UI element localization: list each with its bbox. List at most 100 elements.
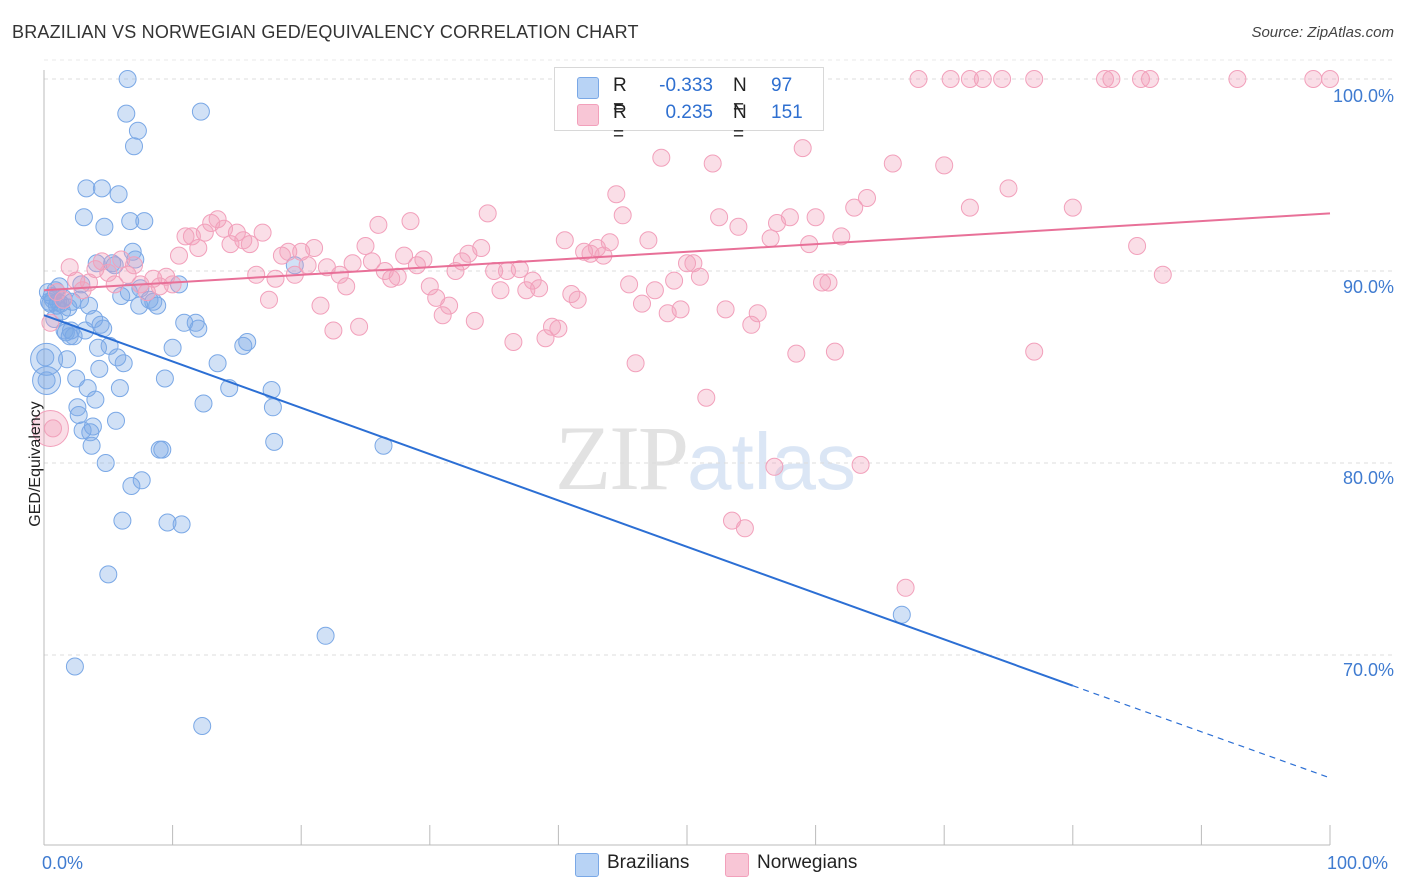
point-norwegians-80 <box>549 319 568 338</box>
point-norwegians-99 <box>671 300 690 319</box>
point-brazilians-90 <box>263 398 282 417</box>
point-norwegians-large <box>31 409 69 447</box>
point-norwegians-63 <box>440 296 459 315</box>
point-brazilians-64 <box>128 121 147 140</box>
point-brazilians-83 <box>193 717 212 735</box>
legend-swatch-norwegians <box>577 104 599 126</box>
point-norwegians-146 <box>1025 70 1044 88</box>
point-brazilians-large-a <box>30 342 64 376</box>
point-brazilians-41 <box>92 179 111 198</box>
point-norwegians-13 <box>118 265 137 284</box>
trend-line-brazilians-extension <box>1072 685 1331 779</box>
point-norwegians-93 <box>633 294 651 313</box>
point-brazilians-44 <box>96 454 115 472</box>
point-brazilians-45 <box>99 565 118 584</box>
point-norwegians-81 <box>555 231 574 250</box>
point-norwegians-89 <box>607 185 626 204</box>
point-brazilians-75 <box>158 513 177 532</box>
legend-r-label: R = <box>613 102 627 145</box>
legend-n-value: 97 <box>771 75 793 96</box>
chart-title: BRAZILIAN VS NORWEGIAN GED/EQUIVALENCY C… <box>12 22 639 42</box>
point-brazilians-74 <box>155 369 174 388</box>
point-norwegians-109 <box>735 519 754 538</box>
point-brazilians-22 <box>68 398 87 417</box>
point-norwegians-76 <box>523 271 542 290</box>
point-brazilians-17 <box>60 327 79 346</box>
point-norwegians-100 <box>678 254 696 273</box>
x-tick-label-min: 0.0% <box>42 853 84 873</box>
point-norwegians-128 <box>909 70 928 88</box>
chart-source: Source: ZipAtlas.com <box>1251 24 1394 41</box>
point-norwegians-122 <box>819 273 838 292</box>
point-brazilians-78 <box>172 515 191 534</box>
point-norwegians-134 <box>1102 70 1121 88</box>
point-norwegians-19 <box>157 267 176 286</box>
legend-n-value: 151 <box>771 102 803 123</box>
point-norwegians-83 <box>568 290 587 309</box>
point-norwegians-144 <box>973 70 992 88</box>
legend-n-label: N = <box>733 75 747 118</box>
legend-r-label: R = <box>613 75 627 118</box>
y-tick-label-90: 90.0% <box>1342 277 1394 297</box>
point-norwegians-150 <box>765 457 784 476</box>
series-swatch-brazilians <box>575 853 599 877</box>
point-norwegians-34 <box>253 223 272 242</box>
point-brazilians-93 <box>316 626 335 645</box>
point-norwegians-108 <box>729 217 748 236</box>
point-norwegians-106 <box>716 300 735 319</box>
point-norwegians-43 <box>311 296 330 315</box>
point-norwegians-41 <box>298 256 317 275</box>
point-brazilians-54 <box>113 511 132 530</box>
point-norwegians-96 <box>652 148 671 167</box>
point-brazilians-95 <box>892 605 911 624</box>
point-norwegians-24 <box>189 239 208 257</box>
point-norwegians-73 <box>504 333 523 351</box>
point-norwegians-120 <box>806 208 825 227</box>
point-brazilians-33 <box>82 436 101 455</box>
point-brazilians-34 <box>83 417 102 436</box>
point-norwegians-11 <box>105 275 124 294</box>
series-swatch-norwegians <box>725 853 749 877</box>
point-brazilians-57 <box>118 70 137 88</box>
point-brazilians-19 <box>63 292 82 311</box>
point-norwegians-104 <box>703 154 722 173</box>
point-norwegians-36 <box>266 269 285 288</box>
y-axis-title: GED/Equivalency <box>27 401 44 527</box>
point-norwegians-125 <box>845 198 864 217</box>
point-norwegians-111 <box>748 304 767 323</box>
point-norwegians-50 <box>356 237 375 255</box>
point-brazilians-71 <box>148 296 167 315</box>
point-norwegians-6 <box>73 281 92 300</box>
point-brazilians-88 <box>238 333 257 351</box>
legend-swatch-brazilians <box>577 77 599 99</box>
point-norwegians-35 <box>260 290 278 309</box>
y-tick-label-80: 80.0% <box>1342 468 1394 488</box>
point-norwegians-79 <box>543 317 561 336</box>
point-norwegians-20 <box>163 275 182 294</box>
point-norwegians-132 <box>1025 342 1044 361</box>
point-norwegians-123 <box>825 342 844 361</box>
point-norwegians-10 <box>99 263 118 282</box>
watermark: ZIPatlas <box>555 405 856 511</box>
point-brazilians-62 <box>125 137 143 156</box>
point-brazilians-27 <box>74 208 93 227</box>
point-norwegians-135 <box>1128 237 1147 255</box>
point-norwegians-71 <box>491 281 510 300</box>
trend-line-norwegians <box>43 212 1331 292</box>
series-label-norwegians: Norwegians <box>757 852 858 873</box>
point-brazilians-43 <box>95 217 114 236</box>
point-norwegians-30 <box>227 223 246 242</box>
point-norwegians-48 <box>343 254 362 273</box>
point-norwegians-52 <box>369 215 388 234</box>
point-norwegians-102 <box>690 267 709 286</box>
point-brazilians-59 <box>121 212 140 231</box>
point-norwegians-118 <box>793 139 812 158</box>
point-brazilians-98 <box>65 657 84 676</box>
point-norwegians-138 <box>851 455 870 474</box>
point-norwegians-149 <box>1096 70 1114 88</box>
point-norwegians-32 <box>240 235 259 254</box>
point-norwegians-27 <box>208 210 227 229</box>
point-brazilians-68 <box>135 212 154 231</box>
point-norwegians-33 <box>247 265 266 284</box>
